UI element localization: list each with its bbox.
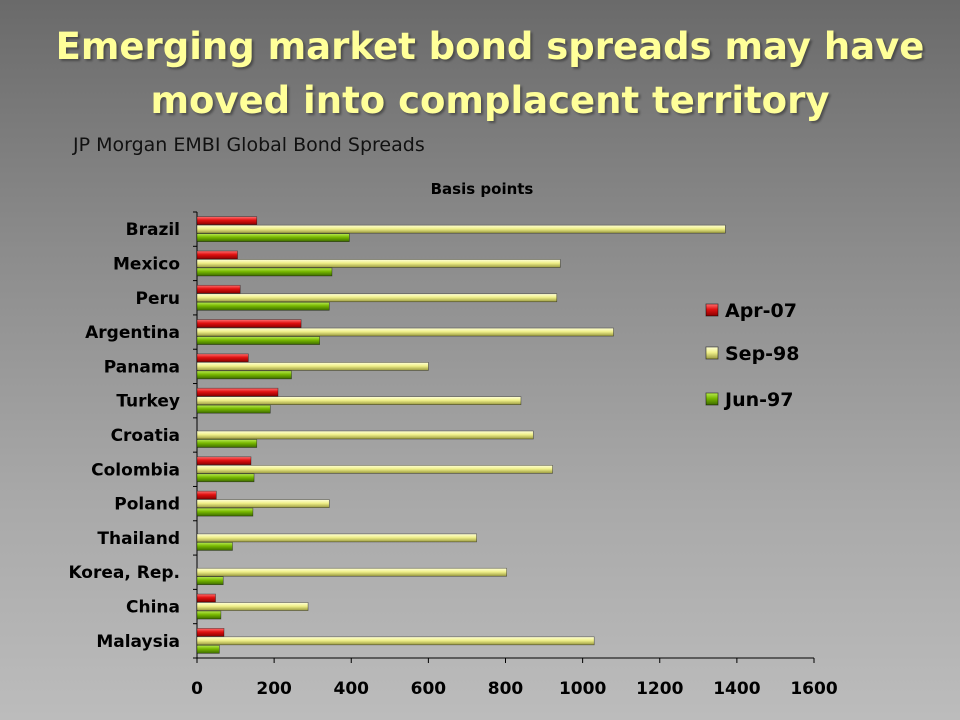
legend-swatch-apr-07 (705, 303, 719, 317)
x-tick-label: 600 (411, 679, 447, 699)
category-label: Colombia (91, 460, 180, 480)
bar-apr-07-poland (196, 490, 217, 500)
x-tick-label: 1400 (713, 679, 760, 699)
category-label: Poland (114, 495, 180, 515)
category-label: Thailand (97, 529, 180, 549)
bar-jun-97-china (196, 610, 222, 620)
plot-area: 0 200 400 600 800 1000 1200 1400 1600 Brazil Mexic… (68, 211, 838, 699)
bar-apr-07-mexico (196, 250, 238, 260)
x-tick-label: 800 (488, 679, 524, 699)
category-label: Mexico (113, 254, 180, 274)
bar-sep-98-malaysia (196, 636, 595, 646)
category-label: Turkey (116, 392, 180, 412)
x-tick-label: 400 (334, 679, 370, 699)
bar-sep-98-brazil (196, 224, 726, 234)
title-line-1: Emerging market bond spreads may have (55, 25, 925, 68)
x-tick-label: 1200 (636, 679, 683, 699)
bar-jun-97-colombia (196, 473, 255, 483)
bar-sep-98-poland (196, 499, 330, 508)
bar-apr-07-turkey (196, 387, 279, 397)
bar-sep-98-colombia (196, 465, 553, 474)
bar-apr-07-brazil (196, 216, 258, 225)
bar-sep-98-croatia (196, 430, 534, 440)
x-tick-label: 0 (191, 679, 203, 699)
category-label: Argentina (85, 323, 180, 343)
category-label: Croatia (111, 426, 180, 446)
bar-jun-97-thailand (196, 542, 233, 551)
slide-title: Emerging market bond spreads may have mo… (0, 20, 960, 128)
bar-jun-97-korea-rep (196, 576, 224, 586)
bar-jun-97-argentina (196, 336, 320, 345)
axis-unit-label: Basis points (431, 180, 534, 198)
bar-sep-98-peru (196, 293, 558, 303)
x-tick-label: 200 (256, 679, 292, 699)
bar-apr-07-china (196, 593, 216, 603)
bar-jun-97-poland (196, 507, 254, 517)
x-tick-label: 1000 (559, 679, 606, 699)
chart-subtitle: JP Morgan EMBI Global Bond Spreads (73, 134, 425, 156)
legend-label-sep-98: Sep-98 (725, 343, 800, 365)
legend-label-apr-07: Apr-07 (725, 300, 797, 322)
legend: Apr-07 Sep-98 Jun-97 (705, 300, 800, 411)
bar-apr-07-colombia (196, 456, 252, 466)
bar-sep-98-argentina (196, 327, 614, 337)
category-label: Brazil (126, 220, 180, 240)
bar-sep-98-china (196, 602, 309, 611)
bar-apr-07-panama (196, 353, 249, 363)
category-label: Peru (136, 289, 180, 309)
bar-apr-07-malaysia (196, 628, 225, 637)
bar-sep-98-thailand (196, 533, 477, 543)
bar-jun-97-brazil (196, 233, 350, 242)
category-label: Korea, Rep. (68, 563, 180, 583)
bar-apr-07-argentina (196, 319, 302, 328)
bar-sep-98-panama (196, 362, 429, 371)
bar-jun-97-croatia (196, 439, 258, 448)
bar-jun-97-panama (196, 370, 292, 380)
legend-label-jun-97: Jun-97 (723, 389, 793, 411)
bar-sep-98-turkey (196, 396, 522, 405)
x-tick-label: 1600 (790, 679, 837, 699)
bar-jun-97-peru (196, 301, 330, 311)
bar-sep-98-korea-rep (196, 567, 507, 577)
bar-apr-07-peru (196, 284, 241, 294)
category-label: China (126, 598, 180, 618)
category-label: Malaysia (96, 632, 180, 652)
bar-jun-97-mexico (196, 267, 333, 277)
bar-jun-97-malaysia (196, 645, 220, 654)
legend-swatch-sep-98 (705, 346, 719, 360)
bar-jun-97-turkey (196, 404, 271, 414)
legend-swatch-jun-97 (705, 392, 719, 406)
title-line-2: moved into complacent territory (150, 79, 830, 122)
bar-sep-98-mexico (196, 259, 561, 268)
category-label: Panama (104, 357, 180, 377)
